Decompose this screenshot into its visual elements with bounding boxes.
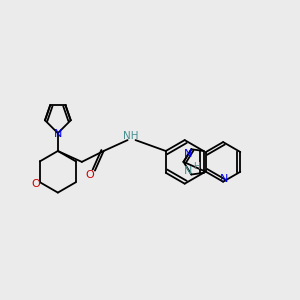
Text: N: N (184, 166, 193, 176)
Text: NH: NH (123, 131, 138, 141)
Text: N: N (54, 129, 62, 139)
Text: N: N (220, 174, 228, 184)
Text: O: O (85, 169, 94, 180)
Text: O: O (32, 179, 40, 189)
Text: N: N (184, 149, 193, 159)
Text: H: H (193, 162, 200, 171)
